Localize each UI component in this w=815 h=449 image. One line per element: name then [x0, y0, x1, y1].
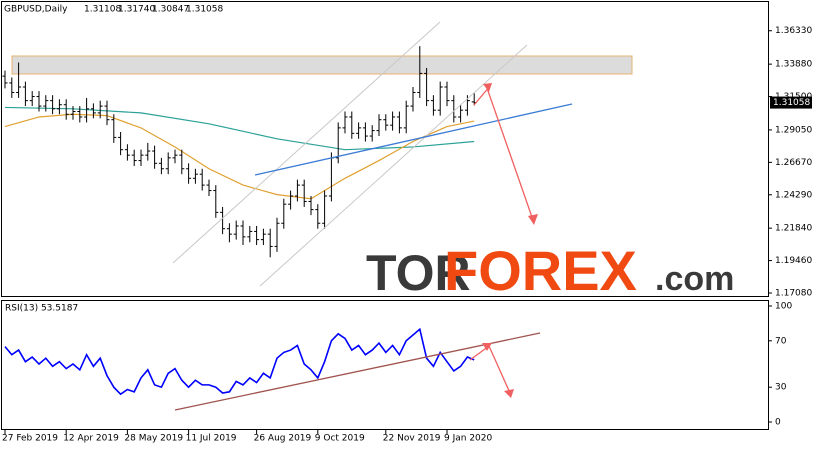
header-value: 1.31108	[84, 5, 121, 15]
header-value: 1.31058	[186, 5, 223, 15]
symbol-label: GBPUSD,Daily	[4, 5, 68, 15]
y-tick-label: 1.33880	[775, 60, 812, 70]
x-tick-label: 26 Aug 2019	[254, 434, 312, 444]
watermark: TOR FOREX .com	[366, 239, 734, 302]
x-tick-label: 9 Oct 2019	[315, 434, 365, 444]
rsi-label: RSI(13) 53.5187	[5, 304, 78, 314]
x-tick-label: 9 Jan 2020	[444, 434, 492, 444]
arrow-head	[483, 83, 492, 92]
x-tick-label: 27 Feb 2019	[2, 434, 58, 444]
arrow	[486, 87, 534, 221]
header-value: 1.30847	[152, 5, 189, 15]
resistance-zone	[11, 55, 633, 75]
y-tick-label: 0	[775, 418, 781, 428]
moving-average	[4, 113, 475, 200]
rsi-panel	[1, 300, 769, 430]
rsi-line	[4, 327, 475, 396]
channel-line	[172, 21, 441, 264]
rsi-trend-line	[174, 332, 541, 411]
x-tick-label: 11 Jul 2019	[186, 434, 237, 444]
last-price-box	[770, 96, 812, 109]
y-tick-label: 1.26670	[775, 158, 812, 168]
y-tick-label: 1.29050	[775, 125, 812, 135]
y-tick-label: 70	[775, 336, 787, 346]
y-tick-label: 30	[775, 383, 787, 393]
y-tick-label: 1.21840	[775, 224, 812, 234]
watermark-forex: FOREX	[444, 239, 637, 302]
arrow	[488, 345, 511, 394]
x-tick-label: 12 Apr 2019	[63, 434, 119, 444]
plot: 1.363301.338801.315001.290501.266701.242…	[2, 26, 812, 443]
watermark-tor: TOR	[366, 245, 471, 301]
drawings	[172, 21, 573, 411]
y-tick-label: 1.24290	[775, 190, 812, 200]
trend-line	[254, 103, 573, 176]
arrow-head	[504, 389, 514, 398]
labels: GBPUSD,Daily 1.31108 1.31740 1.30847 1.3…	[4, 5, 223, 314]
y-tick-label: 1.36330	[775, 26, 812, 36]
watermark-com: .com	[655, 260, 734, 298]
main-panel	[1, 1, 769, 297]
x-tick-label: 28 May 2019	[124, 434, 183, 444]
channel-line	[259, 44, 528, 287]
arrow-head	[482, 343, 492, 351]
y-tick-label: 1.17080	[775, 289, 812, 299]
header-value: 1.31740	[118, 5, 155, 15]
y-tick-label: 1.19460	[775, 256, 812, 266]
x-tick-label: 22 Nov 2019	[383, 434, 441, 444]
y-tick-label: 100	[775, 302, 792, 312]
last-price-label: 1.31058	[773, 98, 810, 108]
arrow-head	[528, 214, 538, 225]
